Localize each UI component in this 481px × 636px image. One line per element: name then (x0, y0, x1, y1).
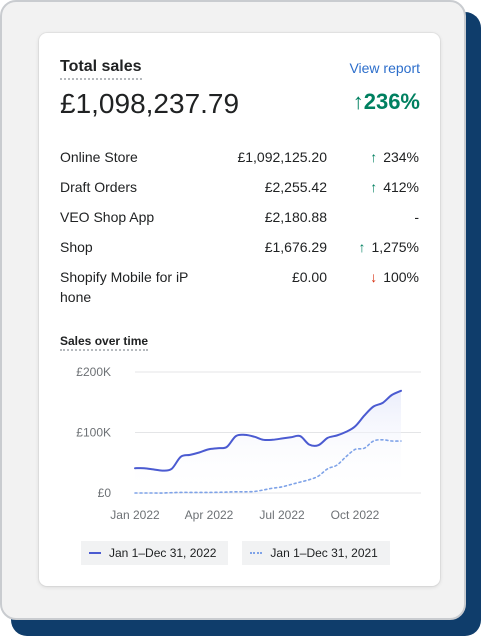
x-tick-label: Jan 2022 (110, 508, 160, 522)
channel-change: 100% (383, 269, 419, 285)
channel-row: VEO Shop App £2,180.88 - (60, 207, 420, 227)
legend-item-current[interactable]: Jan 1–Dec 31, 2022 (81, 541, 229, 565)
view-report-link[interactable]: View report (349, 60, 420, 76)
total-sales-value: £1,098,237.79 (60, 88, 240, 119)
legend-label: Jan 1–Dec 31, 2021 (270, 546, 378, 560)
arrow-up-icon: ↑ (370, 179, 378, 195)
channel-amount: £2,255.42 (264, 179, 327, 195)
y-tick-label: £100K (76, 426, 111, 440)
channel-change: - (414, 209, 419, 225)
channel-amount: £1,676.29 (264, 239, 327, 255)
arrow-up-icon: ↑ (352, 89, 364, 114)
total-change-value: 236% (363, 89, 420, 114)
sales-over-time-chart: £0 £100K £200K Jan 2022 Apr 2022 Jul 2022 Oct … (76, 365, 421, 522)
arrow-down-icon: ↓ (370, 269, 378, 285)
x-tick-label: Oct 2022 (331, 508, 380, 522)
chart-title[interactable]: Sales over time (60, 333, 149, 351)
channel-amount: £2,180.88 (264, 209, 327, 225)
y-tick-label: £0 (98, 486, 112, 500)
series-line-previous (134, 438, 402, 494)
x-tick-label: Apr 2022 (185, 508, 234, 522)
channel-row: Shopify Mobile for iP hone £0.00 ↓ 100% (60, 267, 420, 307)
channel-amount: £1,092,125.20 (237, 149, 327, 165)
channel-row: Draft Orders £2,255.42 ↑ 412% (60, 177, 420, 197)
channel-change: 234% (383, 149, 419, 165)
channel-row: Online Store £1,092,125.20 ↑ 234% (60, 147, 420, 167)
dotted-line-swatch (250, 552, 263, 554)
legend-label: Jan 1–Dec 31, 2022 (109, 546, 217, 560)
chart-legend: Jan 1–Dec 31, 2022 Jan 1–Dec 31, 2021 (81, 541, 404, 565)
channel-breakdown: Online Store £1,092,125.20 ↑ 234% Draft O… (60, 147, 420, 317)
series-area-current (135, 390, 401, 493)
channel-name: Online Store (60, 149, 138, 165)
series-line-current (134, 389, 402, 472)
x-tick-label: Jul 2022 (259, 508, 305, 522)
channel-amount: £0.00 (291, 269, 327, 285)
channel-change: 412% (383, 179, 419, 195)
channel-name: Draft Orders (60, 179, 138, 195)
channel-name: Shop (60, 239, 93, 255)
widget-frame: Total sales View report £1,098,237.79 ↑2… (0, 0, 466, 620)
solid-line-swatch (89, 552, 101, 554)
total-change: ↑236% (353, 87, 420, 117)
channel-name: VEO Shop App (60, 209, 155, 225)
arrow-up-icon: ↑ (358, 239, 366, 255)
total-sales-card: Total sales View report £1,098,237.79 ↑2… (39, 33, 440, 586)
y-tick-label: £200K (76, 365, 111, 379)
arrow-up-icon: ↑ (370, 149, 378, 165)
channel-row: Shop £1,676.29 ↑ 1,275% (60, 237, 420, 257)
legend-item-previous[interactable]: Jan 1–Dec 31, 2021 (242, 541, 390, 565)
channel-name: Shopify Mobile for iP hone (60, 269, 189, 305)
channel-change: 1,275% (371, 239, 419, 255)
card-title[interactable]: Total sales (60, 57, 142, 80)
